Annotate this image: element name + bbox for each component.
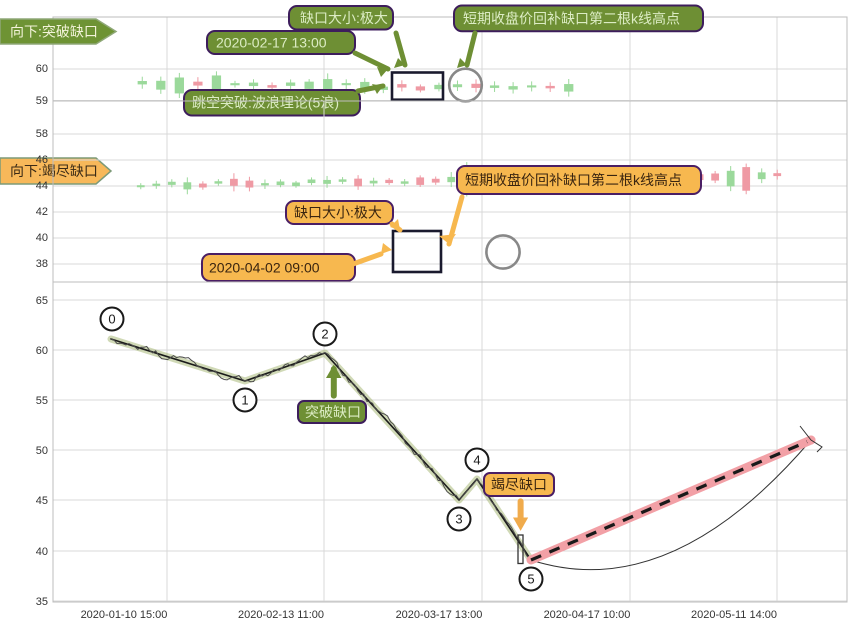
svg-text:短期收盘价回补缺口第二根k线高点: 短期收盘价回补缺口第二根k线高点 — [465, 172, 682, 188]
svg-text:1: 1 — [241, 393, 248, 408]
svg-text:竭尽缺口: 竭尽缺口 — [491, 477, 547, 493]
svg-text:40: 40 — [36, 232, 48, 244]
svg-text:向下:突破缺口: 向下:突破缺口 — [10, 24, 98, 40]
svg-text:65: 65 — [36, 295, 48, 307]
svg-text:突破缺口: 突破缺口 — [305, 404, 361, 420]
svg-text:3: 3 — [455, 512, 462, 527]
svg-text:42: 42 — [36, 206, 48, 218]
svg-text:58: 58 — [36, 128, 48, 140]
svg-text:38: 38 — [36, 258, 48, 270]
svg-text:缺口大小:极大: 缺口大小:极大 — [294, 205, 382, 221]
svg-text:44: 44 — [36, 180, 48, 192]
svg-text:2020-05-11 14:00: 2020-05-11 14:00 — [691, 609, 777, 621]
svg-text:35: 35 — [36, 596, 48, 608]
svg-text:59: 59 — [36, 95, 48, 107]
svg-text:45: 45 — [36, 495, 48, 507]
svg-text:缺口大小:极大: 缺口大小:极大 — [300, 10, 388, 26]
svg-text:2: 2 — [321, 327, 328, 342]
svg-text:55: 55 — [36, 395, 48, 407]
svg-text:0: 0 — [108, 312, 115, 327]
svg-text:2020-04-02 09:00: 2020-04-02 09:00 — [209, 260, 320, 276]
svg-text:46: 46 — [36, 154, 48, 166]
svg-text:短期收盘价回补缺口第二根k线高点: 短期收盘价回补缺口第二根k线高点 — [463, 11, 680, 27]
svg-text:50: 50 — [36, 445, 48, 457]
svg-text:2020-04-17 10:00: 2020-04-17 10:00 — [544, 609, 631, 621]
svg-text:2020-03-17 13:00: 2020-03-17 13:00 — [396, 609, 483, 621]
svg-text:向下:竭尽缺口: 向下:竭尽缺口 — [10, 163, 98, 179]
svg-text:60: 60 — [36, 63, 48, 75]
svg-text:2020-02-17 13:00: 2020-02-17 13:00 — [216, 35, 327, 51]
svg-text:60: 60 — [36, 345, 48, 357]
svg-text:4: 4 — [473, 453, 480, 468]
svg-text:2020-02-13 11:00: 2020-02-13 11:00 — [238, 609, 324, 621]
svg-text:40: 40 — [36, 546, 48, 558]
svg-text:2020-01-10 15:00: 2020-01-10 15:00 — [81, 609, 168, 621]
svg-text:5: 5 — [527, 572, 534, 587]
svg-text:跳空突破:波浪理论(5浪): 跳空突破:波浪理论(5浪) — [192, 95, 339, 111]
